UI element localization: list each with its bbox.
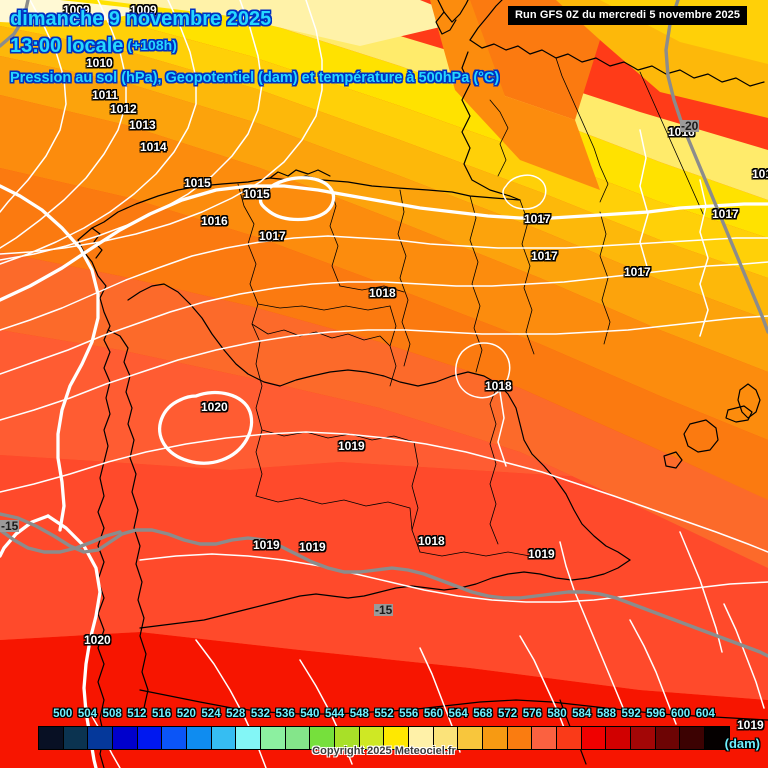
legend-tick: 568 [473, 708, 493, 720]
isobar-label: 1015 [184, 176, 211, 190]
isobar-label: 1017 [524, 212, 551, 226]
forecast-time-value: 13:00 locale [10, 35, 124, 57]
isobar-label: 1017 [259, 229, 286, 243]
legend-swatch [507, 727, 533, 749]
isobar-label: 1019 [338, 439, 365, 453]
legend-tick: 584 [572, 708, 592, 720]
legend-swatch [63, 727, 89, 749]
legend-tick: 540 [300, 708, 320, 720]
temperature-label: -20 [680, 119, 700, 133]
copyright-notice: Copyright 2025 Meteociel.fr [312, 745, 456, 757]
legend-tick: 572 [497, 708, 518, 720]
isobar-label: 1017 [624, 265, 651, 279]
isobar-label: 1019 [299, 540, 326, 554]
legend-tick-labels: 500 504 508 512 516 520 524 528 532 536 540 544 548 5… [0, 708, 768, 726]
isobar-label: 1015 [243, 187, 270, 201]
legend-swatch [285, 727, 311, 749]
isobar-label: 1020 [201, 400, 228, 414]
legend-swatch [162, 727, 188, 749]
legend-swatch [409, 727, 434, 749]
isobar-label: 1020 [84, 633, 111, 647]
isobar-label: 1011 [92, 88, 119, 102]
isobar-label: 1019 [737, 718, 764, 732]
legend-swatch [581, 727, 607, 749]
model-run-banner: Run GFS 0Z du mercredi 5 novembre 2025 [508, 6, 748, 25]
legend-unit-label: (dam) [724, 736, 760, 751]
legend-swatch [532, 727, 558, 749]
temperature-label: -15 [0, 519, 20, 533]
legend-color-bar [38, 726, 730, 750]
legend-tick: 512 [127, 708, 147, 720]
legend-swatch [631, 727, 656, 749]
legend-swatch [310, 727, 336, 749]
legend-swatch [261, 727, 286, 749]
legend-tick: 588 [596, 708, 617, 720]
legend-swatch [557, 727, 582, 749]
isobar-label: 1010 [752, 167, 768, 181]
isobar-label: 1019 [253, 538, 280, 552]
legend-swatch [211, 727, 237, 749]
legend-tick: 604 [695, 708, 715, 720]
legend-tick: 544 [324, 708, 345, 720]
isobar-label: 1013 [129, 118, 156, 132]
isobar-label: 1017 [531, 249, 558, 263]
legend-tick: 520 [176, 708, 196, 720]
legend-tick: 528 [226, 708, 246, 720]
legend-tick: 592 [621, 708, 641, 720]
legend-tick: 576 [522, 708, 542, 720]
isobar-label: 1016 [201, 214, 228, 228]
temperature-label: -15 [374, 603, 394, 617]
legend-swatch [137, 727, 163, 749]
legend-swatch [113, 727, 138, 749]
legend-tick: 556 [399, 708, 419, 720]
isobar-label: 1014 [140, 140, 167, 154]
legend-tick: 524 [201, 708, 221, 720]
legend-tick: 564 [448, 708, 468, 720]
legend-tick: 596 [646, 708, 666, 720]
legend-tick: 500 [53, 708, 73, 720]
legend-tick: 548 [349, 708, 369, 720]
legend-tick: 516 [151, 708, 172, 720]
legend-tick: 552 [374, 708, 394, 720]
legend-tick: 560 [423, 708, 444, 720]
legend-swatch [655, 727, 681, 749]
legend-tick: 600 [670, 708, 691, 720]
forecast-time: 13:00 locale (+108h) [10, 36, 177, 56]
legend-swatch [187, 727, 212, 749]
geopotential-legend: 500 504 508 512 516 520 524 528 532 536 540 544 548 5… [0, 708, 768, 768]
legend-tick: 536 [275, 708, 295, 720]
legend-swatch [39, 727, 64, 749]
isobar-label: 1018 [418, 534, 445, 548]
isobar-label: 1017 [712, 207, 739, 221]
legend-swatch [680, 727, 706, 749]
isobar-label: 1009 [130, 3, 157, 17]
legend-swatch [335, 727, 360, 749]
isobar-label: 1018 [369, 286, 396, 300]
legend-swatch [384, 727, 410, 749]
legend-tick: 508 [102, 708, 122, 720]
legend-swatch [705, 727, 729, 749]
legend-swatch [359, 727, 385, 749]
legend-swatch [483, 727, 508, 749]
legend-tick: 504 [77, 708, 98, 720]
legend-tick: 532 [250, 708, 271, 720]
forecast-hour-offset: (+108h) [127, 37, 177, 53]
isobar-label: 1019 [528, 547, 555, 561]
legend-tick: 580 [547, 708, 567, 720]
legend-swatch [433, 727, 459, 749]
legend-swatch [236, 727, 262, 749]
legend-swatch [606, 727, 632, 749]
isobar-label: 1009 [63, 3, 90, 17]
forecast-date: dimanche 9 novembre 2025 [10, 8, 272, 30]
legend-swatch [88, 727, 114, 749]
forecast-parameters: Pression au sol (hPa), Geopotentiel (dam… [10, 70, 500, 86]
isobar-label: 1010 [86, 56, 113, 70]
legend-swatch [458, 727, 484, 749]
isobar-label: 1018 [485, 379, 512, 393]
isobar-label: 1012 [110, 102, 137, 116]
